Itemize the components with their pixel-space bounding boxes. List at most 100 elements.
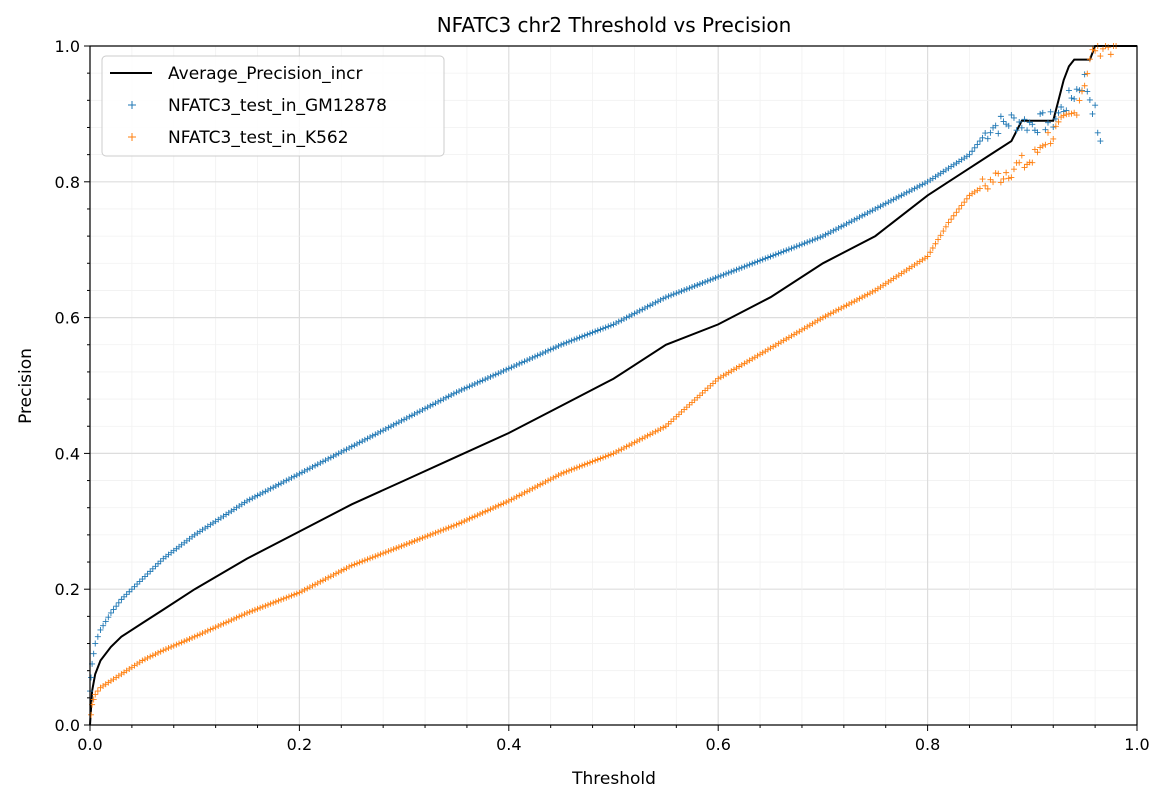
data-point xyxy=(982,182,989,189)
data-point xyxy=(801,240,808,247)
data-point xyxy=(814,235,821,242)
data-point xyxy=(1055,109,1062,116)
data-point xyxy=(251,606,258,613)
data-point xyxy=(940,228,947,235)
data-point xyxy=(346,444,353,451)
data-point xyxy=(1010,114,1017,121)
data-point xyxy=(461,385,468,392)
data-point xyxy=(770,343,777,350)
data-point xyxy=(620,315,627,322)
data-point xyxy=(971,144,978,151)
data-point xyxy=(992,170,999,177)
data-point xyxy=(398,417,405,424)
data-point xyxy=(429,401,436,408)
data-point xyxy=(170,642,177,649)
data-point xyxy=(997,113,1004,120)
data-point xyxy=(262,602,269,609)
data-point xyxy=(1042,141,1049,148)
data-point xyxy=(144,654,151,661)
data-point xyxy=(369,432,376,439)
data-point xyxy=(367,555,374,562)
data-point xyxy=(563,468,570,475)
data-point xyxy=(524,357,531,364)
data-point xyxy=(189,634,196,641)
data-point xyxy=(937,232,944,239)
data-point xyxy=(380,427,387,434)
data-point xyxy=(244,609,251,616)
data-point xyxy=(88,711,95,718)
data-point xyxy=(393,420,400,427)
data-point xyxy=(982,130,989,137)
data-point xyxy=(675,289,682,296)
data-point xyxy=(448,523,455,530)
data-point xyxy=(1021,164,1028,171)
data-point xyxy=(573,464,580,471)
data-point xyxy=(623,443,630,450)
data-point xyxy=(183,637,190,644)
data-point xyxy=(859,212,866,219)
data-point xyxy=(843,220,850,227)
data-point xyxy=(806,322,813,329)
data-point xyxy=(487,506,494,513)
data-point xyxy=(597,455,604,462)
data-point xyxy=(754,258,761,265)
data-point xyxy=(584,331,591,338)
data-point xyxy=(414,409,421,416)
data-point xyxy=(264,601,271,608)
data-point xyxy=(579,462,586,469)
data-point xyxy=(497,501,504,508)
data-point xyxy=(652,299,659,306)
data-point xyxy=(573,335,580,342)
data-point xyxy=(474,379,481,386)
data-point xyxy=(223,619,230,626)
data-point xyxy=(840,222,847,229)
data-point xyxy=(1016,118,1023,125)
data-point xyxy=(162,646,169,653)
data-point xyxy=(555,342,562,349)
data-point xyxy=(497,369,504,376)
data-point xyxy=(736,363,743,370)
data-point xyxy=(636,307,643,314)
data-point xyxy=(552,473,559,480)
data-point xyxy=(458,519,465,526)
data-point xyxy=(257,491,264,498)
data-point xyxy=(353,560,360,567)
data-point xyxy=(979,176,986,183)
data-point xyxy=(230,615,237,622)
data-point xyxy=(547,476,554,483)
data-point xyxy=(634,438,641,445)
data-point xyxy=(636,436,643,443)
data-point xyxy=(736,265,743,272)
data-point xyxy=(778,339,785,346)
data-point xyxy=(377,551,384,558)
data-point xyxy=(995,130,1002,137)
data-point xyxy=(607,322,614,329)
data-point xyxy=(1010,166,1017,173)
data-point xyxy=(835,306,842,313)
data-point xyxy=(1024,127,1031,134)
data-point xyxy=(1086,56,1093,63)
data-point xyxy=(393,545,400,552)
data-point xyxy=(919,181,926,188)
data-point xyxy=(566,467,573,474)
data-point xyxy=(877,203,884,210)
data-point xyxy=(558,470,565,477)
data-point xyxy=(647,431,654,438)
data-point xyxy=(1052,115,1059,122)
data-point xyxy=(1086,96,1093,103)
data-point xyxy=(432,529,439,536)
y-tick-label: 0.4 xyxy=(55,444,80,463)
data-point xyxy=(571,465,578,472)
data-point xyxy=(942,223,949,230)
data-point xyxy=(1000,118,1007,125)
data-point xyxy=(309,582,316,589)
data-point xyxy=(1037,110,1044,117)
data-point xyxy=(272,482,279,489)
data-point xyxy=(448,392,455,399)
series-nfatc3-test-in-k562 xyxy=(87,43,1120,728)
data-point xyxy=(856,295,863,302)
data-point xyxy=(280,595,287,602)
data-point xyxy=(880,201,887,208)
data-point xyxy=(492,503,499,510)
data-point xyxy=(477,511,484,518)
